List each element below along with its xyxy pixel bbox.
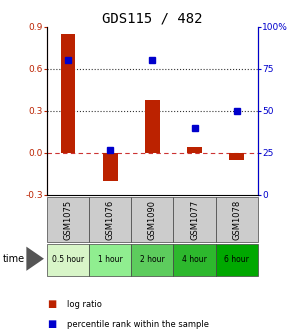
Text: 0.5 hour: 0.5 hour bbox=[52, 255, 84, 264]
Text: GSM1076: GSM1076 bbox=[106, 200, 115, 241]
Text: GSM1075: GSM1075 bbox=[64, 200, 72, 240]
Bar bbox=[216, 244, 258, 276]
Bar bbox=[131, 197, 173, 242]
Text: ■: ■ bbox=[47, 299, 56, 309]
Bar bbox=[89, 197, 131, 242]
Text: time: time bbox=[3, 254, 25, 264]
Text: log ratio: log ratio bbox=[67, 300, 102, 308]
Bar bbox=[173, 197, 216, 242]
Bar bbox=[145, 100, 160, 153]
Bar bbox=[89, 244, 131, 276]
Bar bbox=[61, 34, 75, 153]
Bar bbox=[187, 147, 202, 153]
Title: GDS115 / 482: GDS115 / 482 bbox=[102, 12, 203, 26]
Text: 4 hour: 4 hour bbox=[182, 255, 207, 264]
Polygon shape bbox=[26, 247, 44, 271]
Text: GSM1077: GSM1077 bbox=[190, 200, 199, 241]
Bar bbox=[173, 244, 216, 276]
Text: 2 hour: 2 hour bbox=[140, 255, 165, 264]
Bar bbox=[47, 197, 89, 242]
Bar bbox=[229, 153, 244, 160]
Bar bbox=[47, 244, 89, 276]
Text: percentile rank within the sample: percentile rank within the sample bbox=[67, 320, 209, 329]
Text: 1 hour: 1 hour bbox=[98, 255, 122, 264]
Bar bbox=[131, 244, 173, 276]
Bar bbox=[103, 153, 117, 181]
Text: GSM1078: GSM1078 bbox=[232, 200, 241, 241]
Bar bbox=[216, 197, 258, 242]
Text: GSM1090: GSM1090 bbox=[148, 200, 157, 240]
Text: ■: ■ bbox=[47, 319, 56, 329]
Text: 6 hour: 6 hour bbox=[224, 255, 249, 264]
